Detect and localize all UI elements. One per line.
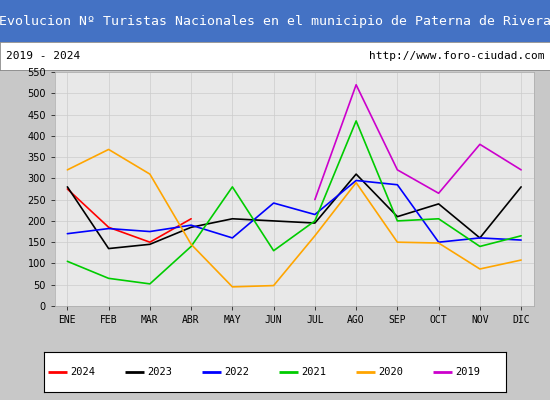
- Text: Evolucion Nº Turistas Nacionales en el municipio de Paterna de Rivera: Evolucion Nº Turistas Nacionales en el m…: [0, 14, 550, 28]
- Text: 2019 - 2024: 2019 - 2024: [6, 51, 80, 61]
- Text: 2021: 2021: [301, 367, 326, 377]
- Text: http://www.foro-ciudad.com: http://www.foro-ciudad.com: [369, 51, 544, 61]
- Text: 2019: 2019: [455, 367, 480, 377]
- Text: 2023: 2023: [147, 367, 172, 377]
- Text: 2020: 2020: [378, 367, 403, 377]
- Text: 2022: 2022: [224, 367, 249, 377]
- Text: 2024: 2024: [70, 367, 95, 377]
